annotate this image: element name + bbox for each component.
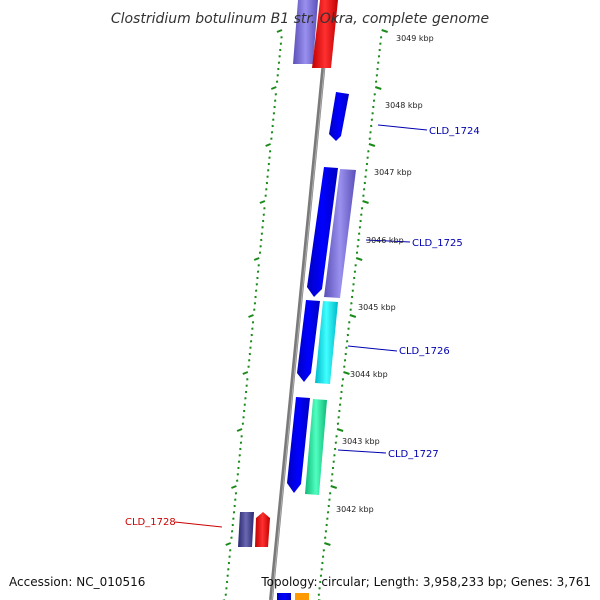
tick-mark [324,542,331,546]
gene-feature-cld-1725-purple [324,169,356,298]
tick-mark [270,86,277,90]
gene-label-cld-1727[interactable]: CLD_1727 [388,449,439,460]
gene-label-cld-1724[interactable]: CLD_1724 [429,126,480,137]
label-leader-lines [174,124,428,528]
tick-mark [381,29,388,33]
gene-feature-cld-1726-cyan [315,301,338,384]
tick-mark [231,485,237,489]
map-title: Clostridium botulinum B1 str. Okra, comp… [111,11,489,27]
leader-line-cld-1727 [337,449,387,454]
gene-feature-cld-1725-blue [307,167,338,297]
tick-mark [248,314,254,318]
kbp-tick-labels: 3049 kbp 3048 kbp 3047 kbp 3046 kbp 3045… [336,34,434,514]
leader-line-cld-1724 [377,124,428,131]
gene-feature-red-top [312,0,338,68]
gene-feature-cld-1727-blue [287,397,310,493]
gene-feature-orange-bottom [295,593,309,600]
genome-backbone-highlight [271,0,332,600]
tick-label: 3048 kbp [385,101,423,110]
tick-label: 3046 kbp [366,236,404,245]
gene-features [238,0,356,600]
tick-mark [276,29,283,33]
tick-mark [236,428,243,432]
tick-mark [343,371,350,375]
tick-label: 3047 kbp [374,168,412,177]
leader-line-cld-1725 [365,239,411,243]
gene-feature-cld-1728-slate [238,512,254,547]
tick-mark [362,200,369,204]
tick-mark [355,257,363,261]
gene-label-cld-1726[interactable]: CLD_1726 [399,346,450,357]
gene-label-cld-1725[interactable]: CLD_1725 [412,238,463,249]
tick-label: 3045 kbp [358,303,396,312]
tick-mark [374,86,382,90]
gene-feature-cld-1724 [329,92,349,141]
tick-mark [265,143,271,147]
tick-label: 3044 kbp [350,370,388,379]
tick-mark [225,542,232,546]
gene-feature-cld-1727-green [305,399,327,495]
left-tick-track [222,29,283,600]
topology-text: Topology: circular; Length: 3,958,233 bp… [260,575,591,589]
tick-label: 3042 kbp [336,505,374,514]
gene-feature-blue-bottom [277,593,291,600]
right-tick-track [317,29,388,600]
gene-feature-cld-1728-red [255,512,270,547]
tick-mark [368,143,376,147]
gene-label-cld-1728[interactable]: CLD_1728 [125,517,176,528]
gene-labels: CLD_1724 CLD_1725 CLD_1726 CLD_1727 CLD_… [125,126,480,528]
tick-mark [259,200,266,204]
accession-text: Accession: NC_010516 [9,575,145,589]
leader-line-cld-1728 [174,521,223,528]
tick-mark [253,257,260,261]
tick-label: 3043 kbp [342,437,380,446]
gene-feature-purple-top [293,0,318,64]
tick-mark [336,428,344,432]
tick-mark [330,485,338,489]
leader-line-cld-1726 [347,345,398,352]
tick-mark [242,371,249,375]
tick-mark [349,314,357,318]
genome-backbone [269,0,332,600]
gene-feature-cld-1726-blue [297,300,320,382]
tick-label: 3049 kbp [396,34,434,43]
